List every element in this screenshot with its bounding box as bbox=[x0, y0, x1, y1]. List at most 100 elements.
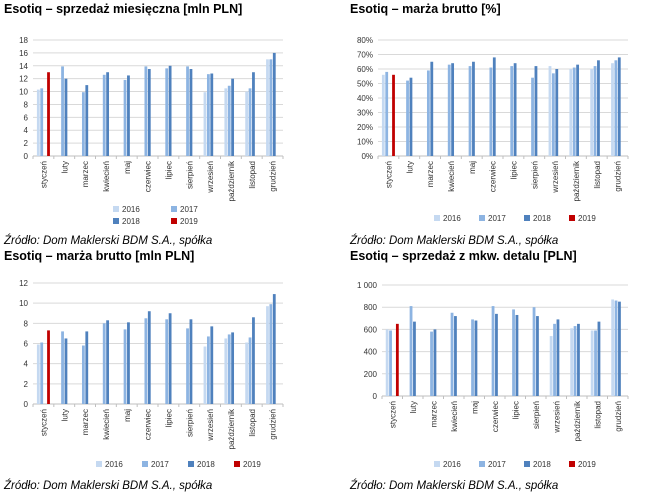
bar-2017 bbox=[430, 331, 433, 396]
y-tick-label: 12 bbox=[19, 75, 28, 84]
legend-label: 2018 bbox=[122, 217, 140, 226]
legend-swatch bbox=[171, 206, 177, 212]
chart-source: Źródło: Dom Maklerski BDM S.A., spółka bbox=[350, 235, 559, 247]
chart-source: Źródło: Dom Maklerski BDM S.A., spółka bbox=[4, 480, 213, 492]
legend-label: 2019 bbox=[578, 214, 596, 223]
y-tick-label: 800 bbox=[364, 303, 378, 312]
bar-2016 bbox=[224, 338, 228, 404]
x-tick-label: listopad bbox=[593, 401, 602, 429]
legend-label: 2019 bbox=[578, 460, 596, 469]
chart-svg: 0 2 4 6 8 10 12 styczeń luty marzec kwiecień maj cze… bbox=[19, 279, 284, 469]
bar-2017 bbox=[61, 331, 64, 404]
x-tick-label: luty bbox=[405, 161, 414, 173]
x-tick-label: czerwiec bbox=[489, 161, 498, 192]
bar-2017 bbox=[614, 60, 618, 156]
bar-2017 bbox=[206, 336, 210, 404]
y-tick-label: 0 bbox=[373, 392, 378, 401]
legend-swatch bbox=[479, 461, 485, 467]
chart-title: Esotiq – marża brutto [mln PLN] bbox=[4, 249, 195, 263]
legend-label: 2019 bbox=[243, 460, 261, 469]
bar-2018 bbox=[515, 314, 519, 396]
legend-swatch bbox=[434, 461, 440, 467]
legend-label: 2018 bbox=[533, 460, 551, 469]
x-tick-label: czerwiec bbox=[144, 161, 153, 192]
bar-2016 bbox=[224, 88, 228, 156]
x-tick-label: maj bbox=[468, 161, 477, 174]
bar-2016 bbox=[570, 328, 574, 396]
bar-2017 bbox=[447, 64, 451, 156]
bar-2018 bbox=[555, 69, 559, 156]
bar-2017 bbox=[227, 334, 231, 404]
legend-label: 2017 bbox=[488, 214, 506, 223]
x-tick-label: listopad bbox=[593, 161, 602, 189]
bar-2018 bbox=[210, 73, 214, 156]
x-tick-label: styczeń bbox=[388, 401, 397, 428]
bar-2018 bbox=[127, 75, 130, 156]
bar-2017 bbox=[471, 319, 474, 396]
bar-2016 bbox=[245, 91, 249, 156]
x-tick-label: listopad bbox=[248, 409, 257, 437]
x-tick-label: marzec bbox=[426, 161, 435, 187]
bar-2016 bbox=[266, 306, 269, 404]
x-tick-label: marzec bbox=[81, 409, 90, 435]
bar-2018 bbox=[536, 316, 539, 396]
bar-2018 bbox=[451, 63, 455, 157]
x-tick-label: lipiec bbox=[511, 401, 520, 419]
bar-2016 bbox=[549, 336, 553, 396]
x-tick-label: wrzesień bbox=[206, 409, 215, 442]
bar-2017 bbox=[426, 70, 430, 156]
legend-swatch bbox=[434, 215, 440, 221]
bar-2018 bbox=[168, 313, 172, 404]
chart-source: Źródło: Dom Maklerski BDM S.A., spółka bbox=[4, 235, 213, 247]
bar-2017 bbox=[385, 71, 389, 156]
bar-2017 bbox=[165, 319, 169, 404]
x-tick-label: listopad bbox=[248, 161, 257, 189]
y-tick-label: 4 bbox=[24, 126, 29, 135]
x-tick-label: styczeń bbox=[384, 161, 393, 188]
chart-panel-gross-margin-pln: Esotiq – marża brutto [mln PLN] 0 2 4 6 8 10 1… bbox=[0, 247, 318, 494]
bar-2016 bbox=[381, 74, 385, 156]
bar-2018 bbox=[210, 326, 214, 404]
bar-2017 bbox=[512, 309, 515, 396]
legend-label: 2017 bbox=[151, 460, 169, 469]
bar-2018 bbox=[85, 85, 89, 156]
x-tick-label: sierpień bbox=[185, 161, 194, 189]
bar-2017 bbox=[468, 66, 472, 156]
chart-panel-gross-margin-pct: Esotiq – marża brutto [%] 0% 10% 20% 30% 40%… bbox=[322, 0, 640, 247]
bar-2017 bbox=[489, 67, 493, 156]
bar-2018 bbox=[272, 294, 276, 404]
x-tick-label: czerwiec bbox=[144, 409, 153, 440]
bar-2018 bbox=[454, 316, 457, 396]
bar-2016 bbox=[36, 344, 40, 404]
x-tick-label: wrzesień bbox=[206, 161, 215, 194]
legend-label: 2018 bbox=[533, 214, 551, 223]
legend-swatch bbox=[524, 461, 530, 467]
x-tick-label: czerwiec bbox=[491, 401, 500, 432]
bar-2018 bbox=[413, 321, 416, 396]
bar-2018 bbox=[272, 52, 276, 157]
bar-2016 bbox=[245, 342, 249, 404]
bar-2018 bbox=[534, 66, 538, 156]
x-tick-label: kwiecień bbox=[447, 161, 456, 192]
chart-svg: 0% 10% 20% 30% 40% 50% 60% 70% 80% styczeń luty mar… bbox=[357, 36, 629, 223]
x-tick-label: luty bbox=[60, 161, 69, 173]
bar-2017 bbox=[551, 73, 555, 156]
bar-2018 bbox=[513, 63, 517, 157]
bar-2017 bbox=[40, 88, 44, 156]
y-tick-label: 30% bbox=[357, 109, 373, 118]
bar-2018 bbox=[597, 60, 600, 156]
x-tick-label: październik bbox=[227, 408, 236, 449]
bar-2018 bbox=[64, 338, 68, 404]
bar-2017 bbox=[269, 304, 273, 404]
legend-label: 2016 bbox=[105, 460, 123, 469]
bar-2017 bbox=[593, 66, 597, 156]
bar-2018 bbox=[189, 69, 193, 156]
x-tick-label: lipiec bbox=[164, 409, 173, 427]
bar-2016 bbox=[36, 89, 40, 156]
x-tick-label: grudzień bbox=[614, 401, 623, 432]
bar-2017 bbox=[573, 326, 577, 396]
bar-2017 bbox=[81, 92, 85, 156]
y-tick-label: 6 bbox=[24, 340, 29, 349]
legend-swatch bbox=[188, 461, 194, 467]
legend-swatch bbox=[113, 206, 119, 212]
